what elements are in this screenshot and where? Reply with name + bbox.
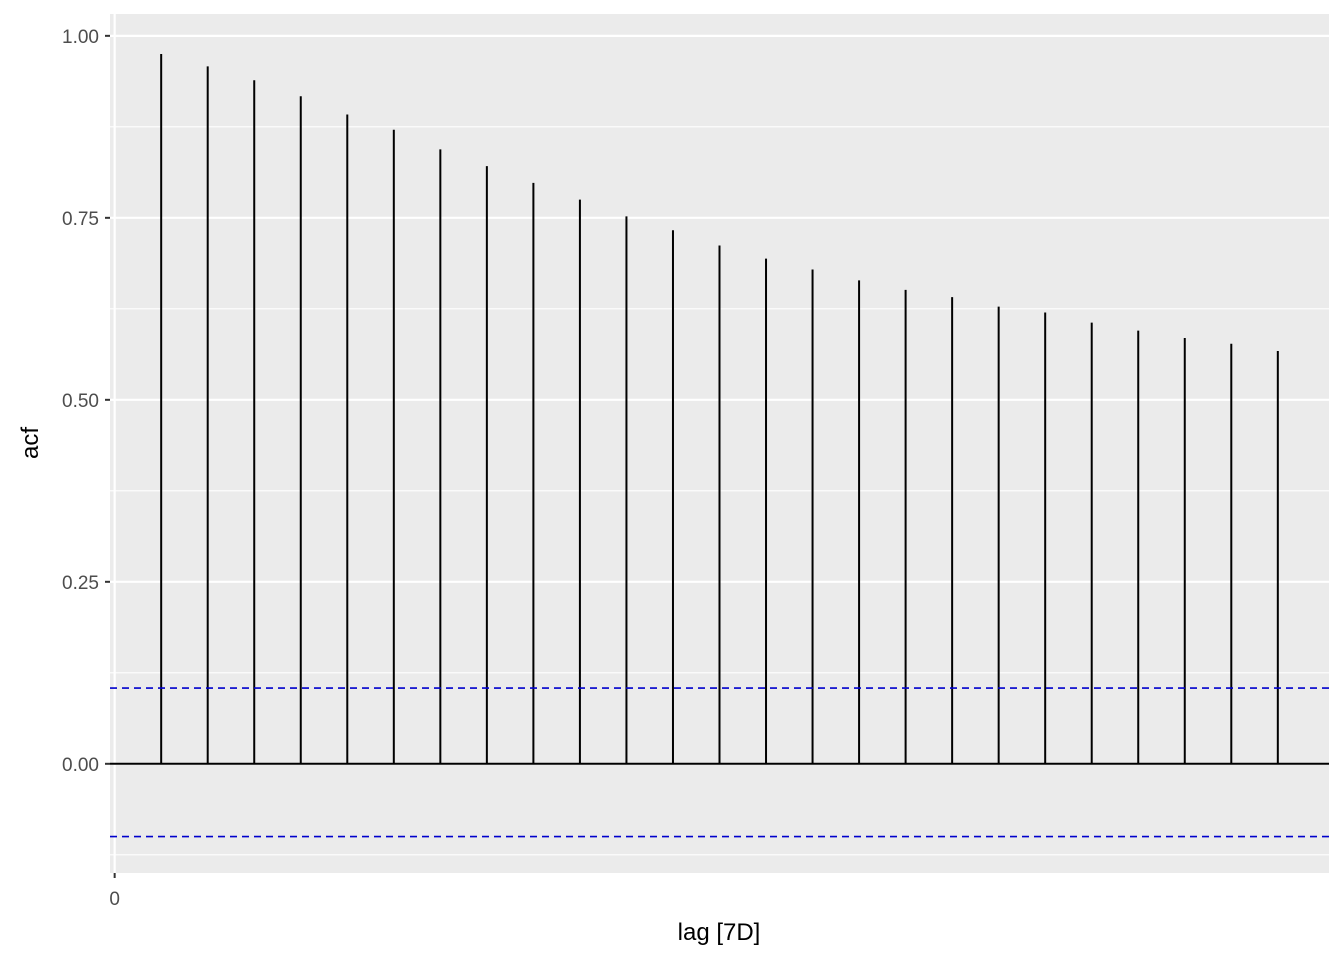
y-tick-label: 1.00 [62, 27, 99, 48]
y-tick-label: 0.75 [62, 209, 99, 230]
acf-bars [160, 54, 1279, 764]
x-tick-label: 0 [109, 889, 120, 910]
y-tick-label: 0.25 [62, 573, 99, 594]
y-axis-title: acf [17, 427, 44, 459]
y-tick-label: 0.00 [62, 755, 99, 776]
axes: 0.00 0.25 0.50 0.75 1.00 0 [62, 27, 120, 910]
x-axis-title: lag [7D] [678, 919, 761, 946]
y-tick-label: 0.50 [62, 391, 99, 412]
